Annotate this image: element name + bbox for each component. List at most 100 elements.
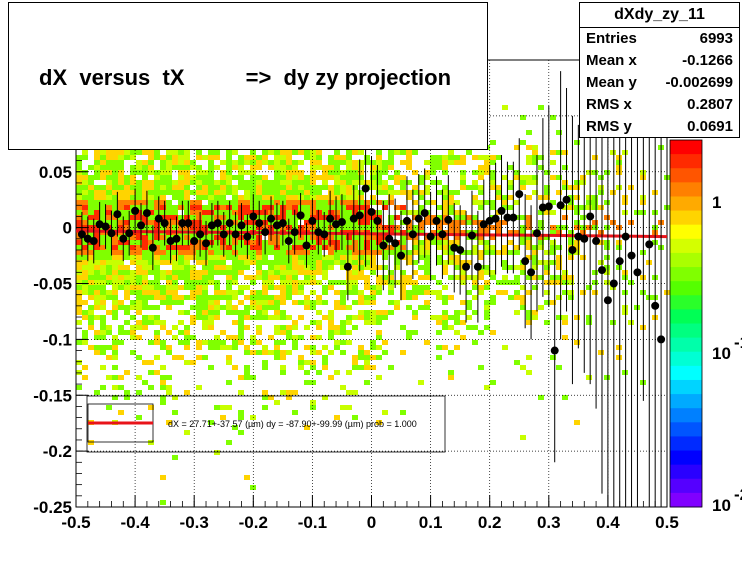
heatmap-cell (394, 260, 400, 265)
heatmap-cell (412, 290, 418, 295)
heatmap-cell (100, 245, 106, 250)
heatmap-cell (178, 205, 184, 210)
heatmap-cell (352, 290, 358, 295)
heatmap-cell (190, 165, 196, 170)
heatmap-cell (298, 265, 304, 270)
heatmap-cell (400, 350, 406, 355)
heatmap-cell (298, 355, 304, 360)
heatmap-cell (220, 290, 226, 295)
heatmap-cell (232, 275, 238, 280)
heatmap-cell (424, 190, 430, 195)
heatmap-cell (514, 145, 520, 150)
heatmap-cell (166, 270, 172, 275)
heatmap-cell (328, 335, 334, 340)
heatmap-cell (106, 330, 112, 335)
heatmap-cell (604, 265, 610, 270)
profile-point (462, 262, 471, 271)
heatmap-cell (214, 245, 220, 250)
heatmap-cell (364, 355, 370, 360)
heatmap-cell (580, 205, 586, 210)
heatmap-cell (532, 265, 538, 270)
heatmap-cell (472, 285, 478, 290)
heatmap-cell (112, 205, 118, 210)
profile-point (308, 216, 317, 225)
heatmap-cell (520, 235, 526, 240)
heatmap-cell (478, 170, 484, 175)
heatmap-cell (280, 195, 286, 200)
heatmap-cell (172, 325, 178, 330)
stats-key: RMS x (586, 96, 632, 113)
heatmap-cell (250, 185, 256, 190)
heatmap-cell (124, 190, 130, 195)
heatmap-cell (124, 175, 130, 180)
heatmap-cell (436, 215, 442, 220)
heatmap-cell (388, 285, 394, 290)
heatmap-cell (316, 185, 322, 190)
heatmap-cell (514, 295, 520, 300)
heatmap-cell (232, 305, 238, 310)
heatmap-cell (430, 240, 436, 245)
palette-swatch (670, 238, 702, 254)
heatmap-cell (424, 290, 430, 295)
heatmap-cell (340, 385, 346, 390)
heatmap-cell (616, 155, 622, 160)
heatmap-cell (310, 255, 316, 260)
heatmap-cell (310, 150, 316, 155)
heatmap-cell (124, 180, 130, 185)
heatmap-cell (490, 250, 496, 255)
heatmap-cell (178, 330, 184, 335)
heatmap-cell (88, 185, 94, 190)
heatmap-cell (526, 130, 532, 135)
heatmap-cell (508, 230, 514, 235)
heatmap-cell (400, 150, 406, 155)
heatmap-cell (214, 200, 220, 205)
stats-row-entries: Entries 6993 (580, 28, 739, 50)
heatmap-cell (622, 290, 628, 295)
heatmap-cell (250, 275, 256, 280)
heatmap-cell (466, 230, 472, 235)
heatmap-cell (172, 265, 178, 270)
heatmap-cell (232, 265, 238, 270)
heatmap-cell (448, 155, 454, 160)
heatmap-cell (280, 160, 286, 165)
heatmap-cell (340, 260, 346, 265)
heatmap-cell (484, 165, 490, 170)
heatmap-cell (190, 220, 196, 225)
heatmap-cell (100, 200, 106, 205)
heatmap-cell (310, 180, 316, 185)
heatmap-cell (592, 195, 598, 200)
heatmap-cell (112, 260, 118, 265)
heatmap-cell (346, 210, 352, 215)
heatmap-cell (304, 195, 310, 200)
heatmap-cell (112, 335, 118, 340)
heatmap-cell (334, 290, 340, 295)
heatmap-cell (364, 380, 370, 385)
heatmap-cell (160, 275, 166, 280)
heatmap-cell (76, 275, 82, 280)
heatmap-cell (88, 265, 94, 270)
heatmap-cell (352, 150, 358, 155)
heatmap-cell (82, 340, 88, 345)
heatmap-cell (286, 285, 292, 290)
heatmap-cell (94, 330, 100, 335)
heatmap-cell (148, 150, 154, 155)
profile-point (651, 301, 660, 310)
heatmap-cell (346, 340, 352, 345)
heatmap-cell (340, 195, 346, 200)
heatmap-cell (346, 240, 352, 245)
heatmap-cell (622, 370, 628, 375)
heatmap-cell (142, 255, 148, 260)
heatmap-cell (370, 220, 376, 225)
heatmap-cell (106, 170, 112, 175)
heatmap-cell (532, 245, 538, 250)
heatmap-cell (106, 275, 112, 280)
heatmap-cell (406, 295, 412, 300)
heatmap-cell (280, 260, 286, 265)
heatmap-cell (418, 285, 424, 290)
heatmap-cell (472, 185, 478, 190)
palette-swatch (670, 365, 702, 381)
heatmap-cell (196, 275, 202, 280)
heatmap-cell (550, 150, 556, 155)
heatmap-cell (322, 180, 328, 185)
heatmap-cell (310, 400, 316, 405)
